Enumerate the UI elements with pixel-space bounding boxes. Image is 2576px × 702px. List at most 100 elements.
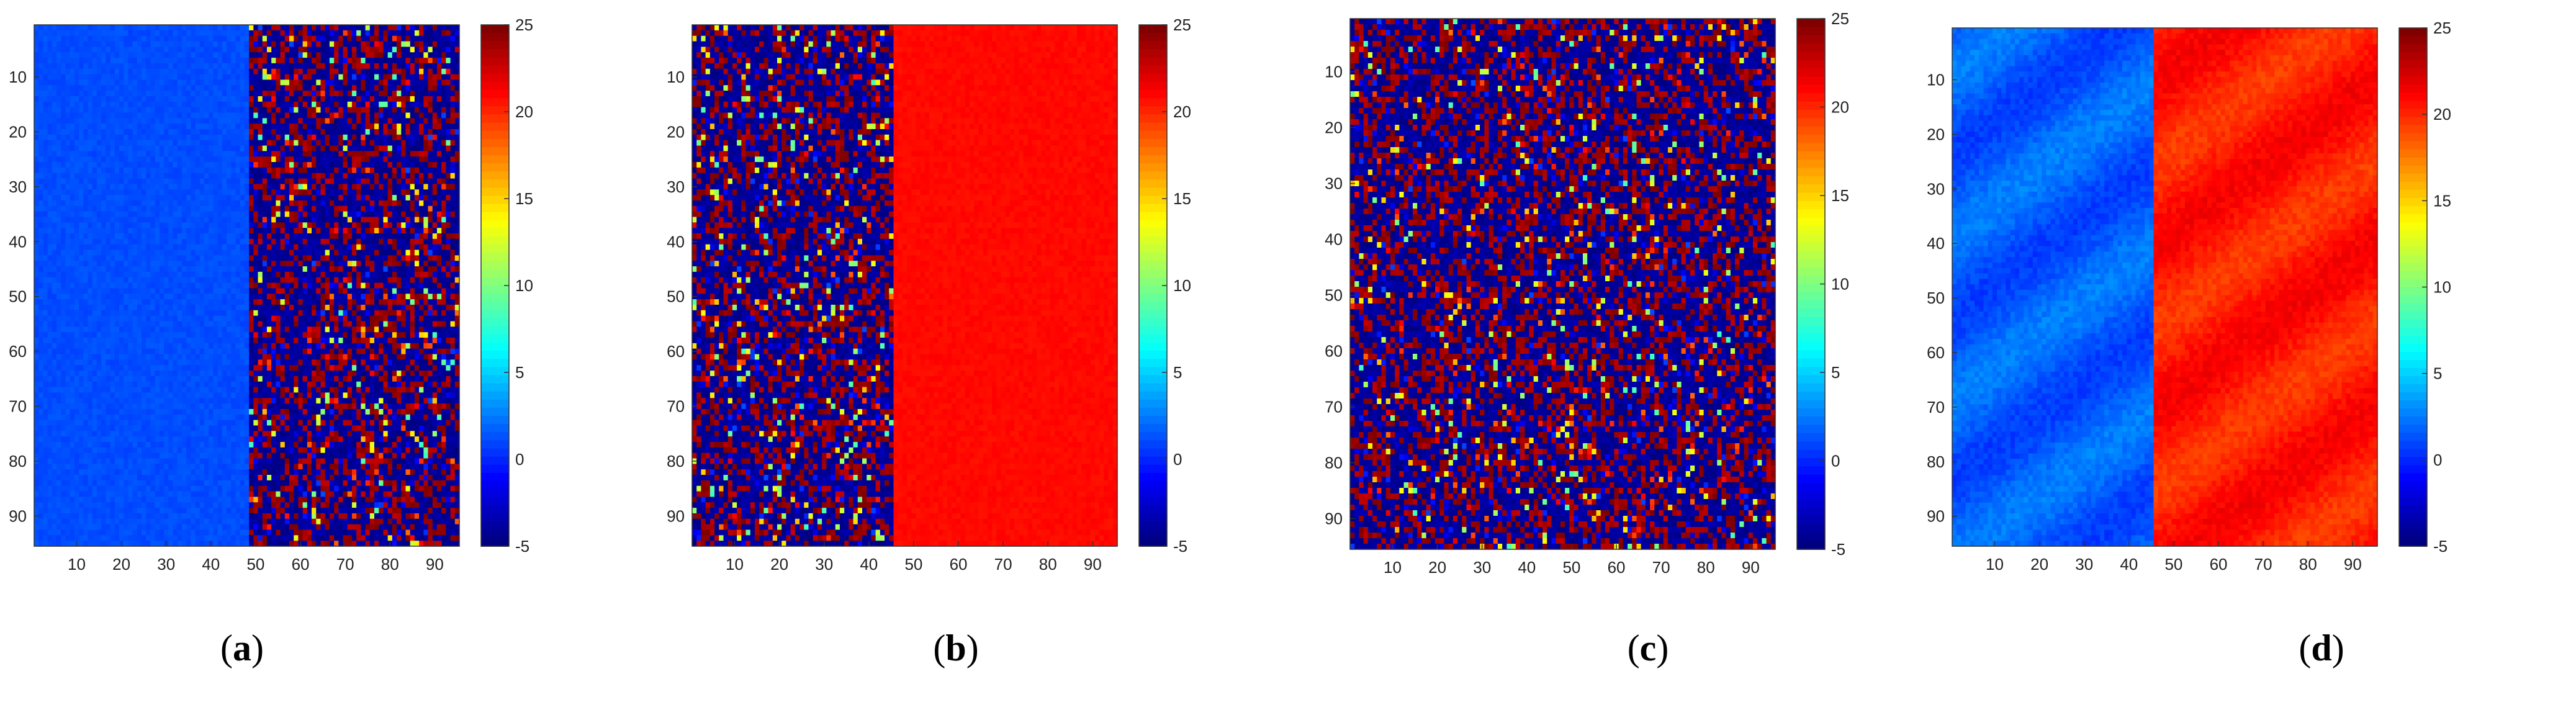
x-tick-label: 90 xyxy=(1742,558,1760,577)
colorbar-tick-label: 25 xyxy=(515,16,533,34)
colorbar-tick-label: 20 xyxy=(1831,98,1849,117)
colorbar-tick-label: 0 xyxy=(1173,450,1182,469)
x-tick-label: 90 xyxy=(426,555,444,574)
x-tick-label: 50 xyxy=(2164,555,2182,574)
colorbar-tick-label: 20 xyxy=(515,102,533,121)
y-tick-label: 30 xyxy=(9,178,27,196)
caption-b: (b) xyxy=(863,627,1049,670)
x-tick-label: 90 xyxy=(1084,555,1102,574)
y-tick-label: 70 xyxy=(9,397,27,416)
colorbar-tick-label: 0 xyxy=(2433,451,2442,469)
x-tick-label: 80 xyxy=(381,555,399,574)
x-tick-label: 30 xyxy=(2075,555,2093,574)
x-tick-label: 60 xyxy=(292,555,310,574)
panel-c: 10 20 30 40 50 60 70 80 90 10 20 30 40 50 60 70 80 90 -5 0 5… xyxy=(1316,0,1955,702)
x-tick-label: 50 xyxy=(246,555,264,574)
colorbar xyxy=(1139,25,1167,547)
caption-d: (d) xyxy=(2228,627,2415,670)
caption-a: (a) xyxy=(149,627,335,670)
x-tick-label: 30 xyxy=(1473,558,1491,577)
x-tick-label: 40 xyxy=(1518,558,1536,577)
colorbar-tick-label: 15 xyxy=(515,189,533,208)
y-tick-label: 30 xyxy=(667,178,685,196)
y-tick-label: 90 xyxy=(9,506,27,525)
y-tick-label: 70 xyxy=(1325,398,1343,416)
colorbar-tick-label: 10 xyxy=(1173,276,1191,295)
colorbar xyxy=(2399,28,2427,547)
y-tick-label: 20 xyxy=(9,122,27,141)
x-tick-label: 80 xyxy=(1039,555,1057,574)
heatmap-cells xyxy=(1350,19,1776,550)
panel-d: 10 20 30 40 50 60 70 80 90 10 20 30 40 50 60 70 80 90 -5 0 5… xyxy=(1918,0,2557,702)
x-tick-label: 20 xyxy=(1428,558,1446,577)
x-tick-label: 40 xyxy=(860,555,878,574)
y-tick-label: 40 xyxy=(1927,234,1945,253)
x-tick-label: 10 xyxy=(1384,558,1402,577)
colorbar-tick-label: 5 xyxy=(515,363,524,382)
x-tick-label: 60 xyxy=(950,555,968,574)
caption-c: (c) xyxy=(1555,627,1741,670)
y-tick-label: 50 xyxy=(1927,289,1945,307)
y-tick-label: 90 xyxy=(667,506,685,525)
x-tick-label: 20 xyxy=(112,555,130,574)
x-tick-label: 30 xyxy=(157,555,175,574)
colorbar-tick-label: 15 xyxy=(2433,191,2451,210)
x-tick-label: 20 xyxy=(770,555,788,574)
x-tick-label: 10 xyxy=(68,555,86,574)
colorbar-tick-label: 10 xyxy=(2433,278,2451,297)
y-tick-label: 60 xyxy=(9,342,27,361)
y-tick-label: 60 xyxy=(667,342,685,361)
y-tick-label: 80 xyxy=(1927,452,1945,471)
x-tick-label: 40 xyxy=(202,555,220,574)
y-tick-label: 10 xyxy=(667,68,685,86)
axes-frame xyxy=(691,24,1118,547)
heatmap-cells xyxy=(1952,28,2378,547)
y-tick-label: 20 xyxy=(1927,125,1945,143)
panel-a: 10 20 30 40 50 60 70 80 90 10 20 30 40 50 60 70 80 90 -5 0 5… xyxy=(0,0,639,702)
x-tick-label: 90 xyxy=(2344,555,2362,574)
heatmap-c: 10 20 30 40 50 60 70 80 90 10 20 30 40 50 60 70 80 90 -5 0 5… xyxy=(1325,9,1849,577)
y-tick-label: 70 xyxy=(1927,398,1945,416)
y-tick-label: 10 xyxy=(9,68,27,86)
y-tick-label: 20 xyxy=(1325,119,1343,137)
x-tick-label: 80 xyxy=(2299,555,2317,574)
colorbar xyxy=(481,25,509,547)
colorbar-tick-label: 5 xyxy=(1831,363,1840,382)
y-tick-label: 60 xyxy=(1325,342,1343,361)
x-tick-label: 60 xyxy=(1608,558,1626,577)
colorbar-tick-label: 5 xyxy=(2433,364,2442,383)
x-tick-label: 70 xyxy=(1652,558,1670,577)
axes-frame xyxy=(1952,27,2378,547)
axes-frame xyxy=(1349,18,1776,550)
x-tick-label: 20 xyxy=(2030,555,2048,574)
heatmap-a: 10 20 30 40 50 60 70 80 90 10 20 30 40 50 60 70 80 90 -5 0 5… xyxy=(9,16,533,574)
axes-frame xyxy=(34,24,460,547)
y-tick-label: 10 xyxy=(1325,63,1343,81)
colorbar-tick-label: 15 xyxy=(1173,189,1191,208)
colorbar-tick-label: 10 xyxy=(515,276,533,295)
y-tick-label: 80 xyxy=(1325,454,1343,472)
y-tick-label: 10 xyxy=(1927,71,1945,89)
x-tick-label: 70 xyxy=(336,555,354,574)
y-tick-label: 20 xyxy=(667,122,685,141)
x-tick-label: 30 xyxy=(815,555,833,574)
x-tick-label: 50 xyxy=(904,555,922,574)
y-tick-label: 90 xyxy=(1927,507,1945,526)
y-tick-label: 80 xyxy=(667,452,685,470)
y-tick-label: 50 xyxy=(9,287,27,306)
y-tick-label: 50 xyxy=(1325,286,1343,305)
colorbar-tick-label: -5 xyxy=(1173,537,1187,556)
x-tick-label: 10 xyxy=(726,555,744,574)
colorbar-tick-label: 10 xyxy=(1831,275,1849,294)
y-tick-label: 60 xyxy=(1927,343,1945,362)
colorbar-tick-label: 20 xyxy=(2433,105,2451,124)
heatmap-d: 10 20 30 40 50 60 70 80 90 10 20 30 40 50 60 70 80 90 -5 0 5… xyxy=(1927,19,2451,574)
x-tick-label: 50 xyxy=(1562,558,1580,577)
colorbar xyxy=(1797,19,1825,550)
y-tick-label: 30 xyxy=(1927,179,1945,198)
colorbar-tick-label: 25 xyxy=(1173,16,1191,34)
x-tick-label: 80 xyxy=(1697,558,1715,577)
colorbar-tick-label: 20 xyxy=(1173,102,1191,121)
x-tick-label: 10 xyxy=(1986,555,2004,574)
y-tick-label: 90 xyxy=(1325,510,1343,528)
